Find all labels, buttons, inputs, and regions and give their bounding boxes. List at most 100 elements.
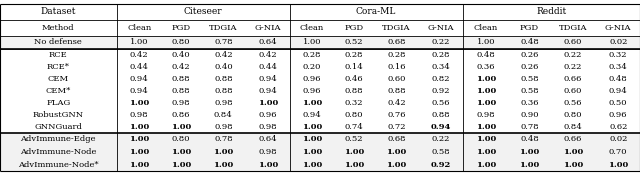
- Text: 0.94: 0.94: [259, 75, 277, 83]
- Bar: [0, 133, 640, 146]
- Bar: [0, 146, 640, 159]
- Text: 0.98: 0.98: [477, 111, 495, 119]
- Text: 1.00: 1.00: [302, 148, 322, 156]
- Text: PGD: PGD: [345, 24, 364, 32]
- Text: 1.00: 1.00: [302, 161, 322, 169]
- Text: 1.00: 1.00: [258, 99, 278, 107]
- Text: 1.00: 1.00: [171, 148, 191, 156]
- Text: 1.00: 1.00: [476, 75, 496, 83]
- Text: 0.88: 0.88: [214, 75, 233, 83]
- Text: 1.00: 1.00: [258, 161, 278, 169]
- Text: RCE*: RCE*: [47, 63, 70, 71]
- Text: 0.98: 0.98: [214, 123, 233, 131]
- Text: 0.44: 0.44: [130, 63, 148, 71]
- Text: AdvImmune-Edge: AdvImmune-Edge: [20, 135, 96, 143]
- Text: 1.00: 1.00: [302, 99, 322, 107]
- Text: 0.94: 0.94: [130, 75, 148, 83]
- Text: TDGIA: TDGIA: [382, 24, 411, 32]
- Text: 0.62: 0.62: [609, 123, 627, 131]
- Text: 1.00: 1.00: [476, 123, 496, 131]
- Text: 1.00: 1.00: [344, 161, 364, 169]
- Text: 0.96: 0.96: [303, 87, 321, 95]
- Text: 1.00: 1.00: [386, 148, 406, 156]
- Text: 0.68: 0.68: [387, 135, 406, 143]
- Text: 0.48: 0.48: [609, 75, 628, 83]
- Text: 0.92: 0.92: [431, 87, 450, 95]
- Text: 1.00: 1.00: [130, 38, 148, 46]
- Text: 1.00: 1.00: [129, 123, 149, 131]
- Text: 0.76: 0.76: [387, 111, 406, 119]
- Text: 0.22: 0.22: [431, 38, 450, 46]
- Text: 0.48: 0.48: [520, 38, 539, 46]
- Text: 0.70: 0.70: [609, 148, 627, 156]
- Text: 0.80: 0.80: [345, 111, 364, 119]
- Text: 0.36: 0.36: [477, 63, 495, 71]
- Text: 1.00: 1.00: [129, 99, 149, 107]
- Text: 0.56: 0.56: [564, 99, 582, 107]
- Text: 0.22: 0.22: [564, 51, 582, 59]
- Text: 0.66: 0.66: [564, 135, 582, 143]
- Text: 0.78: 0.78: [214, 38, 233, 46]
- Text: 0.88: 0.88: [172, 75, 191, 83]
- Text: 0.02: 0.02: [609, 135, 627, 143]
- Text: 0.40: 0.40: [214, 63, 233, 71]
- Text: 0.98: 0.98: [172, 99, 191, 107]
- Text: 0.32: 0.32: [345, 99, 364, 107]
- Bar: [0, 159, 640, 172]
- Text: 0.90: 0.90: [520, 111, 539, 119]
- Text: 1.00: 1.00: [608, 161, 628, 169]
- Text: 0.44: 0.44: [259, 63, 277, 71]
- Text: 1.00: 1.00: [129, 135, 149, 143]
- Text: 0.58: 0.58: [520, 87, 539, 95]
- Text: 0.14: 0.14: [345, 63, 364, 71]
- Text: 0.96: 0.96: [259, 111, 277, 119]
- Text: 0.88: 0.88: [431, 111, 450, 119]
- Text: 0.60: 0.60: [387, 75, 406, 83]
- Text: 0.94: 0.94: [130, 87, 148, 95]
- Text: 0.16: 0.16: [387, 63, 406, 71]
- Text: 0.42: 0.42: [259, 51, 277, 59]
- Text: 0.92: 0.92: [431, 161, 451, 169]
- Text: 1.00: 1.00: [129, 148, 149, 156]
- Text: 1.00: 1.00: [213, 148, 234, 156]
- Text: Citeseer: Citeseer: [184, 7, 222, 16]
- Text: 1.00: 1.00: [476, 148, 496, 156]
- Text: 1.00: 1.00: [477, 38, 495, 46]
- Bar: [0, 36, 640, 49]
- Text: 0.28: 0.28: [387, 51, 406, 59]
- Text: 1.00: 1.00: [476, 87, 496, 95]
- Text: 1.00: 1.00: [302, 123, 322, 131]
- Text: 0.84: 0.84: [214, 111, 233, 119]
- Text: 0.98: 0.98: [214, 99, 233, 107]
- Text: 1.00: 1.00: [563, 148, 583, 156]
- Text: 0.42: 0.42: [172, 63, 191, 71]
- Text: 0.40: 0.40: [172, 51, 191, 59]
- Text: 0.88: 0.88: [345, 87, 364, 95]
- Text: G-NIA: G-NIA: [428, 24, 454, 32]
- Text: GNNGuard: GNNGuard: [35, 123, 82, 131]
- Text: 0.34: 0.34: [431, 63, 450, 71]
- Text: Reddit: Reddit: [536, 7, 566, 16]
- Text: 1.00: 1.00: [213, 161, 234, 169]
- Text: 0.52: 0.52: [345, 135, 364, 143]
- Text: 0.28: 0.28: [303, 51, 321, 59]
- Text: 0.48: 0.48: [520, 135, 539, 143]
- Text: 0.94: 0.94: [609, 87, 628, 95]
- Text: 1.00: 1.00: [171, 123, 191, 131]
- Text: 0.42: 0.42: [387, 99, 406, 107]
- Text: 0.28: 0.28: [345, 51, 364, 59]
- Text: 0.72: 0.72: [387, 123, 406, 131]
- Text: 0.50: 0.50: [609, 99, 627, 107]
- Text: 1.00: 1.00: [519, 148, 540, 156]
- Text: 0.80: 0.80: [172, 135, 191, 143]
- Text: 0.96: 0.96: [609, 111, 627, 119]
- Text: 0.78: 0.78: [520, 123, 539, 131]
- Text: 1.00: 1.00: [344, 148, 364, 156]
- Text: AdvImmune-Node: AdvImmune-Node: [20, 148, 97, 156]
- Text: Dataset: Dataset: [40, 7, 76, 16]
- Text: PGD: PGD: [520, 24, 539, 32]
- Text: 0.98: 0.98: [130, 111, 148, 119]
- Text: 0.88: 0.88: [214, 87, 233, 95]
- Text: RobustGNN: RobustGNN: [33, 111, 84, 119]
- Text: 1.00: 1.00: [171, 161, 191, 169]
